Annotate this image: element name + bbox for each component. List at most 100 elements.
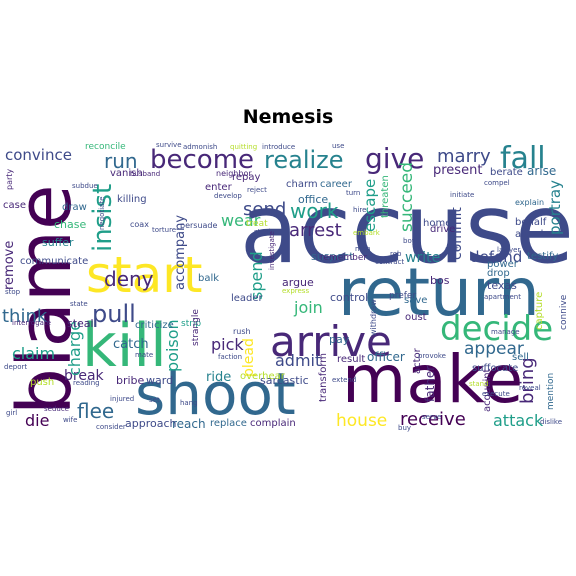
word-run: run — [104, 149, 138, 173]
word-suspect: suspect — [311, 250, 354, 263]
word-give: give — [365, 142, 424, 175]
word-draw: draw — [62, 202, 87, 213]
word-texas: texas — [487, 279, 517, 292]
word-girl: girl — [6, 409, 17, 417]
word-enter: enter — [205, 182, 233, 193]
word-testify: testify — [527, 251, 558, 262]
word-become: become — [150, 145, 254, 175]
word-suffocate: suffocate — [472, 363, 518, 374]
word-ride: ride — [206, 370, 231, 385]
word-die: die — [25, 411, 49, 430]
word-make: make — [342, 341, 523, 418]
word-deport: deport — [4, 363, 27, 371]
word-interrogate: interrogate — [12, 319, 51, 327]
word-save: save — [404, 295, 427, 306]
word-join: join — [293, 298, 323, 317]
word-father: father — [423, 366, 437, 402]
word-investigate: investigate — [268, 231, 276, 270]
word-fall: fall — [500, 141, 546, 176]
word-lawyer: lawyer — [497, 246, 520, 254]
word-insist: insist — [88, 184, 118, 252]
word-use: use — [332, 142, 344, 150]
word-criticize: criticize — [135, 320, 174, 331]
word-catch: catch — [113, 337, 149, 352]
word-introduce: introduce — [262, 143, 295, 151]
word-mention: mention — [546, 373, 556, 410]
word-hire: hire — [353, 206, 366, 214]
word-quitting: quitting — [230, 143, 257, 151]
word-remember: remember — [320, 253, 367, 263]
word-neighbor: neighbor — [216, 169, 252, 178]
word-appear: appear — [464, 339, 524, 359]
word-reject: reject — [247, 186, 267, 194]
word-break: break — [64, 368, 105, 384]
word-leader: leader — [231, 293, 264, 304]
word-actor: actor — [412, 347, 423, 374]
word-house: house — [336, 411, 387, 431]
word-ward: ward — [146, 374, 173, 387]
word-quit: quit — [445, 245, 459, 253]
word-shoot: shoot — [135, 360, 296, 428]
word-rob: rob — [390, 250, 402, 258]
word-buy: buy — [398, 424, 411, 432]
word-injured: injured — [110, 395, 134, 403]
word-home: home — [423, 218, 451, 229]
word-accompany: accompany — [173, 215, 188, 290]
word-blame: blame — [2, 185, 88, 416]
word-control: control — [330, 291, 368, 304]
word-poison: poison — [163, 319, 182, 372]
word-acquaint: acquaint — [482, 368, 493, 412]
word-withdraw: withdraw — [369, 299, 378, 336]
word-admonish: admonish — [183, 143, 217, 151]
word-commit: commit — [449, 207, 465, 260]
word-convince: convince — [5, 146, 72, 164]
word-bos: bos — [430, 274, 450, 287]
word-vanish: vanish — [110, 168, 143, 179]
word-deny: deny — [104, 267, 154, 291]
word-escape: escape — [361, 179, 379, 232]
word-manage: manage — [491, 328, 520, 336]
word-push: push — [30, 377, 54, 388]
word-remove: remove — [2, 241, 17, 290]
word-pull: pull — [92, 300, 136, 328]
word-communicate: communicate — [20, 256, 88, 267]
word-attack: attack — [493, 411, 544, 430]
word-replace: replace — [210, 418, 247, 429]
chart-title: Nemesis — [242, 106, 334, 128]
word-boy: boy — [403, 237, 416, 245]
word-stash: stash — [254, 228, 273, 236]
word-portray: portray — [546, 180, 564, 235]
word-state: state — [70, 300, 88, 308]
word-reconcile: reconcile — [85, 142, 126, 152]
word-succeed: succeed — [397, 162, 417, 232]
word-faction: faction — [218, 353, 242, 361]
word-career: career — [320, 179, 353, 190]
word-result: result — [337, 354, 365, 365]
word-admit: admit — [275, 351, 321, 370]
word-pay: pay — [329, 333, 350, 346]
word-steal: steal — [67, 317, 94, 330]
word-decide: decide — [440, 309, 553, 349]
word-accuse: accuse — [240, 173, 574, 285]
word-present: present — [433, 163, 482, 178]
word-survive: survive — [156, 141, 182, 149]
word-bring: bring — [517, 357, 538, 404]
word-balk: balk — [198, 273, 219, 284]
word-arise: arise — [527, 164, 556, 178]
word-husband: husband — [130, 170, 160, 178]
word-torture: torture — [152, 226, 176, 234]
word-start: start — [86, 246, 202, 304]
word-mate: mate — [135, 351, 153, 359]
word-stand: stand — [469, 380, 489, 388]
word-complain: complain — [250, 418, 296, 429]
word-kill: kill — [82, 311, 167, 381]
word-arrest: arrest — [289, 220, 342, 241]
word-think: think — [2, 306, 48, 327]
word-sell: sell — [512, 352, 529, 363]
word-receive: receive — [400, 409, 466, 430]
word-develop: develop — [214, 192, 242, 200]
word-reveal: reveal — [519, 384, 541, 392]
word-serve: serve — [422, 413, 441, 421]
word-strangle: strangle — [191, 309, 201, 346]
